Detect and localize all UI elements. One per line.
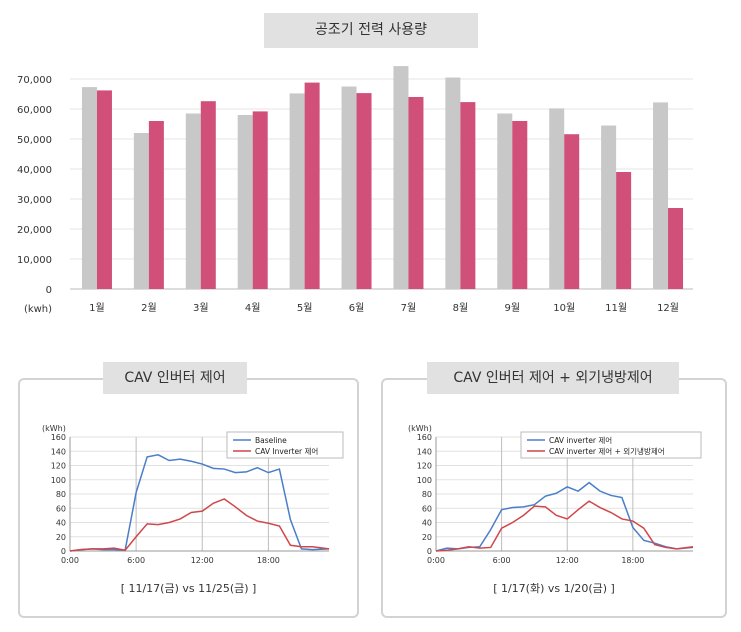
line-series-blue: [435, 481, 694, 552]
line-legend-label: CAV inverter 제어: [549, 435, 612, 445]
line-legend-label: CAV inverter 제어 + 외기냉방제어: [549, 446, 665, 456]
bar-gray: [237, 115, 253, 289]
line-y-tick-label: 120: [417, 462, 432, 471]
right-panel-title: CAV 인버터 제어 + 외기냉방제어: [427, 362, 679, 394]
bar-x-tick-label: 4월: [245, 302, 261, 314]
bar-gray: [393, 66, 409, 289]
bar-pink: [200, 101, 216, 289]
bar-pink: [512, 121, 528, 289]
line-x-tick-label: 12:00: [556, 556, 579, 565]
bar-gray: [341, 86, 357, 289]
line-y-tick-label: 20: [56, 533, 66, 542]
line-x-tick-label: 0:00: [427, 556, 445, 565]
bar-x-tick-label: 12월: [657, 302, 679, 314]
bar-x-tick-label: 1월: [89, 302, 105, 314]
line-y-tick-label: 160: [417, 433, 432, 442]
line-y-tick-label: 0: [427, 547, 432, 556]
line-x-tick-label: 6:00: [493, 556, 511, 565]
line-y-tick-label: 40: [422, 519, 432, 528]
line-y-tick-label: 100: [417, 476, 432, 485]
bar-pink: [408, 97, 424, 289]
line-y-tick-label: 100: [51, 476, 66, 485]
bar-gray: [653, 102, 669, 290]
bar-x-tick-label: 8월: [453, 302, 469, 314]
bar-pink: [616, 172, 632, 289]
line-y-tick-label: 140: [51, 447, 66, 456]
bar-pink: [96, 90, 112, 290]
right-panel-caption: [ 1/17(화) vs 1/20(금) ]: [493, 582, 615, 595]
bar-x-tick-label: 2월: [141, 302, 157, 314]
bar-pink: [564, 134, 580, 289]
line-x-tick-label: 18:00: [621, 556, 644, 565]
line-y-tick-label: 120: [51, 462, 66, 471]
line-x-tick-label: 18:00: [257, 556, 280, 565]
bar-x-tick-label: 10월: [553, 302, 575, 314]
bar-y-tick-label: 70,000: [17, 75, 52, 86]
bar-pink: [148, 121, 164, 289]
bar-pink: [356, 93, 372, 289]
line-x-tick-label: 0:00: [61, 556, 79, 565]
bar-pink: [304, 82, 320, 289]
line-legend-box: [520, 431, 702, 459]
bar-x-tick-label: 11월: [605, 302, 627, 314]
bar-gray: [185, 113, 201, 289]
bar-y-tick-label: 40,000: [17, 165, 52, 176]
bar-y-tick-label: 60,000: [17, 105, 52, 116]
left-panel-title: CAV 인버터 제어: [103, 362, 247, 394]
bar-y-tick-label: 0: [46, 285, 52, 296]
line-y-tick-label: 60: [56, 504, 66, 513]
line-series-blue: [69, 454, 330, 552]
bar-gray: [289, 93, 305, 290]
bar-gray: [81, 87, 97, 289]
bar-gray: [549, 108, 565, 290]
bar-y-tick-label: 30,000: [17, 195, 52, 206]
main-chart-title: 공조기 전력 사용량: [264, 13, 478, 48]
line-y-tick-label: 80: [56, 490, 66, 499]
bar-x-tick-label: 6월: [349, 302, 365, 314]
line-y-tick-label: 160: [51, 433, 66, 442]
line-y-axis-label: (kWh): [408, 424, 432, 433]
line-y-tick-label: 40: [56, 519, 66, 528]
bar-pink: [668, 208, 684, 289]
right-chart-panel: [381, 378, 727, 618]
line-y-tick-label: 60: [422, 504, 432, 513]
line-y-axis-label: (kWh): [42, 424, 66, 433]
bar-gray: [445, 77, 461, 289]
line-legend-label: CAV Inverter 제어: [255, 446, 318, 456]
bar-x-tick-label: 7월: [401, 302, 417, 314]
line-legend-label: Baseline: [255, 436, 287, 445]
bar-y-axis-label: (kwh): [24, 304, 52, 315]
bar-gray: [133, 133, 149, 289]
line-x-tick-label: 12:00: [191, 556, 214, 565]
bar-gray: [497, 113, 513, 289]
bar-y-tick-label: 10,000: [17, 255, 52, 266]
bar-x-tick-label: 3월: [193, 302, 209, 314]
left-panel-caption: [ 11/17(금) vs 11/25(금) ]: [120, 582, 257, 595]
line-y-tick-label: 20: [422, 533, 432, 542]
bar-y-tick-label: 50,000: [17, 135, 52, 146]
bar-x-tick-label: 5월: [297, 302, 313, 314]
bar-x-tick-label: 9월: [505, 302, 521, 314]
line-y-tick-label: 80: [422, 490, 432, 499]
line-x-tick-label: 6:00: [127, 556, 145, 565]
bar-pink: [460, 102, 476, 289]
bar-pink: [252, 111, 268, 290]
bar-y-tick-label: 20,000: [17, 225, 52, 236]
line-series-red: [435, 500, 694, 552]
bar-gray: [601, 125, 617, 289]
left-chart-panel: [18, 378, 359, 618]
line-series-red: [69, 498, 330, 552]
line-legend-box: [226, 431, 344, 459]
line-y-tick-label: 140: [417, 447, 432, 456]
line-y-tick-label: 0: [61, 547, 66, 556]
